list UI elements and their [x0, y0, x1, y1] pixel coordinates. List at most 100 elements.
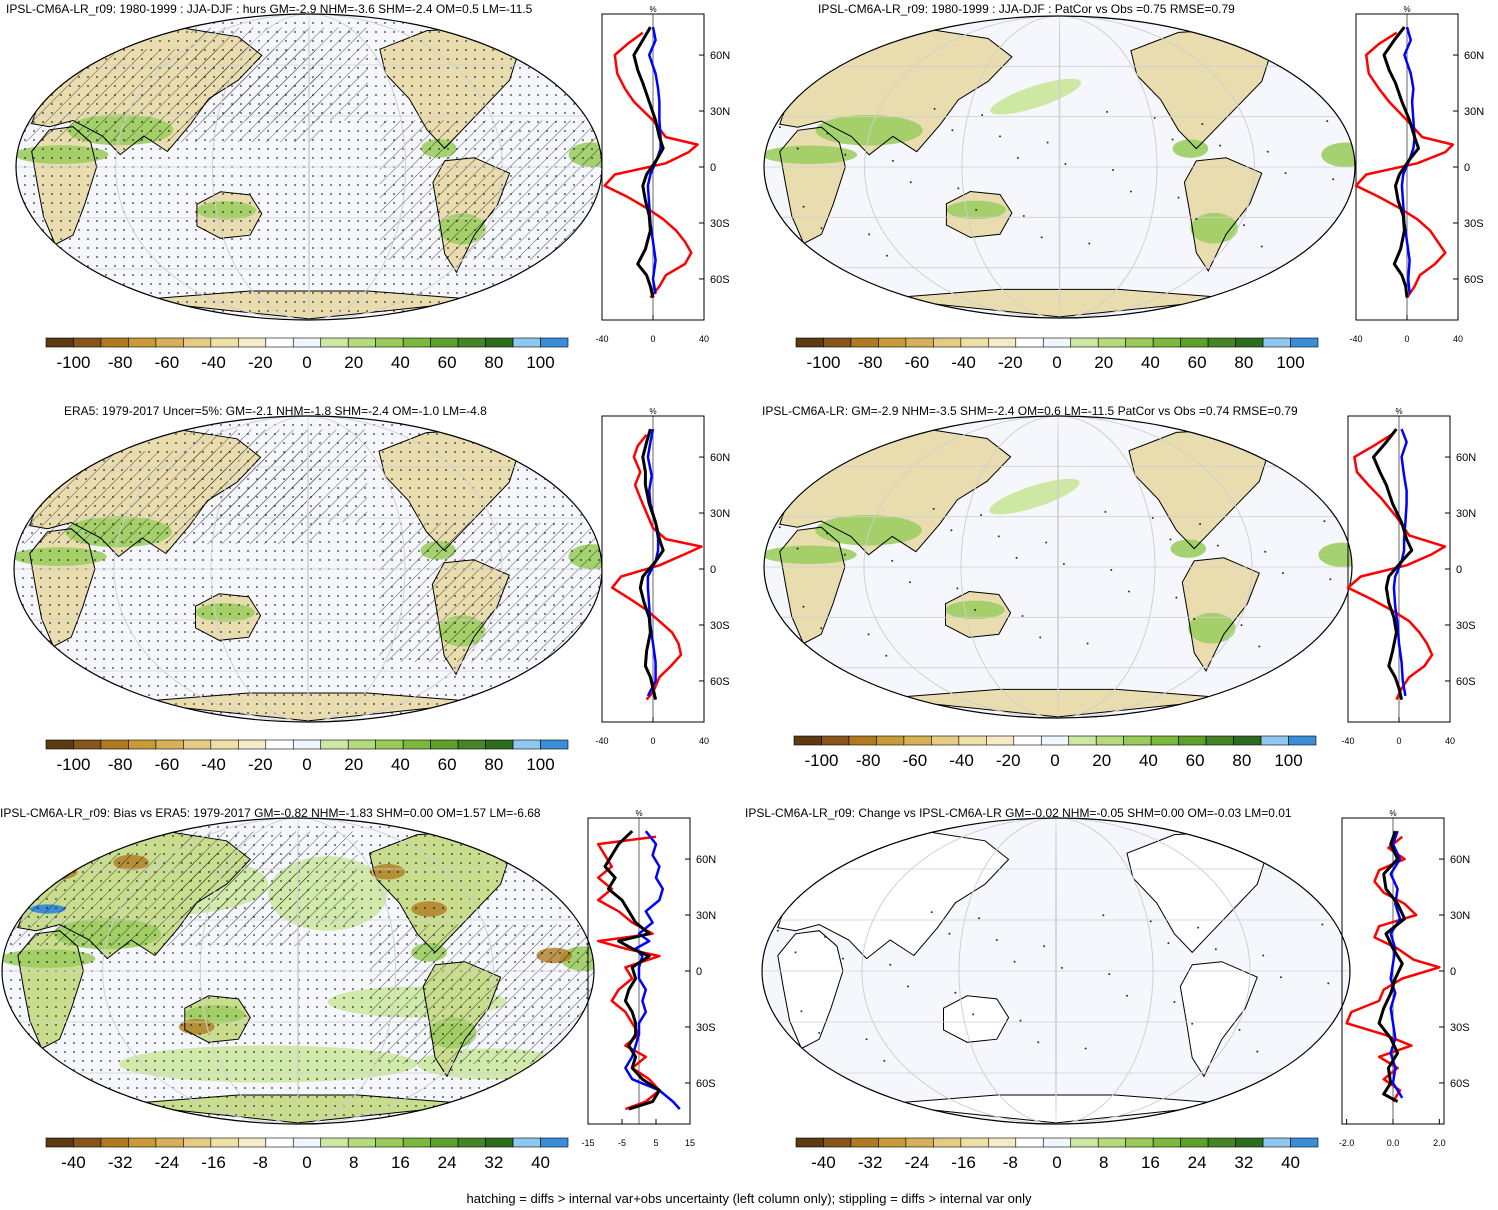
colorbar-swatch: [933, 337, 962, 348]
continent-antarctica: [881, 289, 1238, 317]
colorbar-swatch: [512, 337, 541, 348]
colorbar-swatch: [320, 1137, 349, 1148]
colorbar-label: 32: [484, 1153, 503, 1172]
colorbar-label: -100: [56, 353, 90, 372]
zonal-mean-profile: % 60N 30N 0 30S 60S -40 0 40: [1341, 407, 1476, 746]
colorbar-swatch: [430, 1137, 459, 1148]
zonal-mean-profile: % 60N 30N 0 30S 60S -2.0 0.0 2.0: [1339, 809, 1470, 1148]
profile-line-black: [632, 26, 665, 298]
colorbar-label: -80: [108, 755, 133, 774]
x-tick-label: -40: [595, 736, 608, 746]
colorbar-swatch: [73, 1137, 102, 1148]
colorbar-label: -60: [903, 751, 928, 770]
colorbar-swatch: [1042, 1137, 1072, 1148]
graticule: [16, 14, 602, 320]
colorbar-swatch: [878, 1137, 907, 1148]
colorbar-swatch: [320, 337, 349, 348]
latitude-tick-label: 30N: [1464, 106, 1484, 118]
colorbar-swatch: [210, 739, 239, 750]
colorbar-label: 40: [391, 353, 410, 372]
colorbar-swatch: [73, 337, 102, 348]
colorbar-swatch: [1097, 1137, 1126, 1148]
colorbar-label: 8: [349, 1153, 358, 1172]
latitude-tick-label: 30N: [710, 508, 730, 520]
colorbar-swatch: [988, 337, 1017, 348]
profile-line-blue: [646, 26, 662, 295]
colorbar-label: -20: [248, 353, 273, 372]
colorbar-label: 20: [1094, 353, 1113, 372]
colorbar-label: -8: [253, 1153, 268, 1172]
colorbar-label: 0: [302, 755, 311, 774]
profile-line-red: [1346, 433, 1447, 701]
latitude-tick-label: 30S: [1456, 620, 1476, 632]
profile-line-blue: [1400, 26, 1416, 295]
colorbar-label: 100: [526, 755, 554, 774]
colorbar-swatch: [265, 739, 294, 750]
colorbar: -40 -32 -24 -16 -8 0 8 16 24 32 40: [795, 1137, 1319, 1172]
profile-line-black: [1382, 26, 1420, 298]
colorbar-swatch: [1152, 337, 1181, 348]
colorbar-swatch: [183, 1137, 212, 1148]
latitude-tick-label: 60S: [1464, 274, 1484, 286]
colorbar-swatch: [45, 337, 74, 348]
colorbar-swatch: [402, 1137, 431, 1148]
colorbar-label: -40: [201, 353, 226, 372]
colorbar-label: -60: [905, 353, 930, 372]
colorbar-swatch: [540, 739, 569, 750]
colorbar-swatch: [45, 739, 74, 750]
profile-line-red: [1345, 835, 1441, 1103]
colorbar-swatch: [988, 1137, 1017, 1148]
latitude-tick-label: 60N: [1450, 854, 1470, 866]
latitude-tick-label: 30N: [696, 910, 716, 922]
colorbar-swatch: [347, 739, 376, 750]
colorbar-swatch: [1015, 337, 1044, 348]
colorbar-swatch: [292, 337, 322, 348]
colorbar-label: -60: [155, 755, 180, 774]
colorbar-label: -16: [201, 1153, 226, 1172]
map-frame: [1, 817, 595, 1125]
colorbar-swatch: [430, 739, 459, 750]
colorbar-label: -24: [155, 1153, 180, 1172]
colorbar-swatch: [347, 1137, 376, 1148]
colorbar-swatch: [931, 735, 960, 746]
graticule: [762, 818, 1350, 1124]
continent-greenland: [1257, 825, 1305, 857]
colorbar-swatch: [265, 1137, 294, 1148]
colorbar-label: 40: [1139, 751, 1158, 770]
continent-greenland: [1259, 423, 1307, 454]
x-tick-label: -2.0: [1339, 1138, 1355, 1148]
graticule: [764, 416, 1352, 718]
graticule: [764, 16, 1355, 318]
colorbar-label: -16: [951, 1153, 976, 1172]
colorbar-label: 20: [344, 755, 363, 774]
latitude-tick-label: 30S: [710, 620, 730, 632]
latitude-tick-label: 30N: [1450, 910, 1470, 922]
colorbar: -40 -32 -24 -16 -8 0 8 16 24 32 40: [45, 1137, 569, 1172]
colorbar-label: -100: [804, 751, 838, 770]
latitude-tick-label: 0: [1456, 564, 1462, 576]
x-tick-label: 40: [1453, 334, 1463, 344]
colorbar-swatch: [823, 1137, 852, 1148]
profile-line-red: [610, 433, 703, 701]
colorbar-swatch: [1150, 735, 1179, 746]
continent-greenland: [500, 825, 549, 857]
colorbar-swatch: [850, 1137, 879, 1148]
colorbar-label: 60: [1188, 353, 1207, 372]
colorbar-swatch: [100, 337, 129, 348]
profile-line-blue: [1392, 428, 1408, 697]
profile-line-blue: [624, 830, 681, 1110]
colorbar-swatch: [903, 735, 932, 746]
colorbar-swatch: [905, 1137, 934, 1148]
colorbar-label: -80: [856, 751, 881, 770]
colorbar-label: 80: [484, 353, 503, 372]
colorbar-label: -80: [858, 353, 883, 372]
colorbar-swatch: [128, 739, 157, 750]
colorbar-swatch: [876, 735, 905, 746]
map-frame: [763, 15, 1356, 319]
colorbar-label: 24: [438, 1153, 457, 1172]
colorbar-swatch: [485, 337, 514, 348]
latitude-tick-label: 0: [710, 564, 716, 576]
colorbar-swatch: [960, 337, 989, 348]
continent-antarctica: [880, 689, 1236, 717]
x-tick-label: -40: [1349, 334, 1362, 344]
